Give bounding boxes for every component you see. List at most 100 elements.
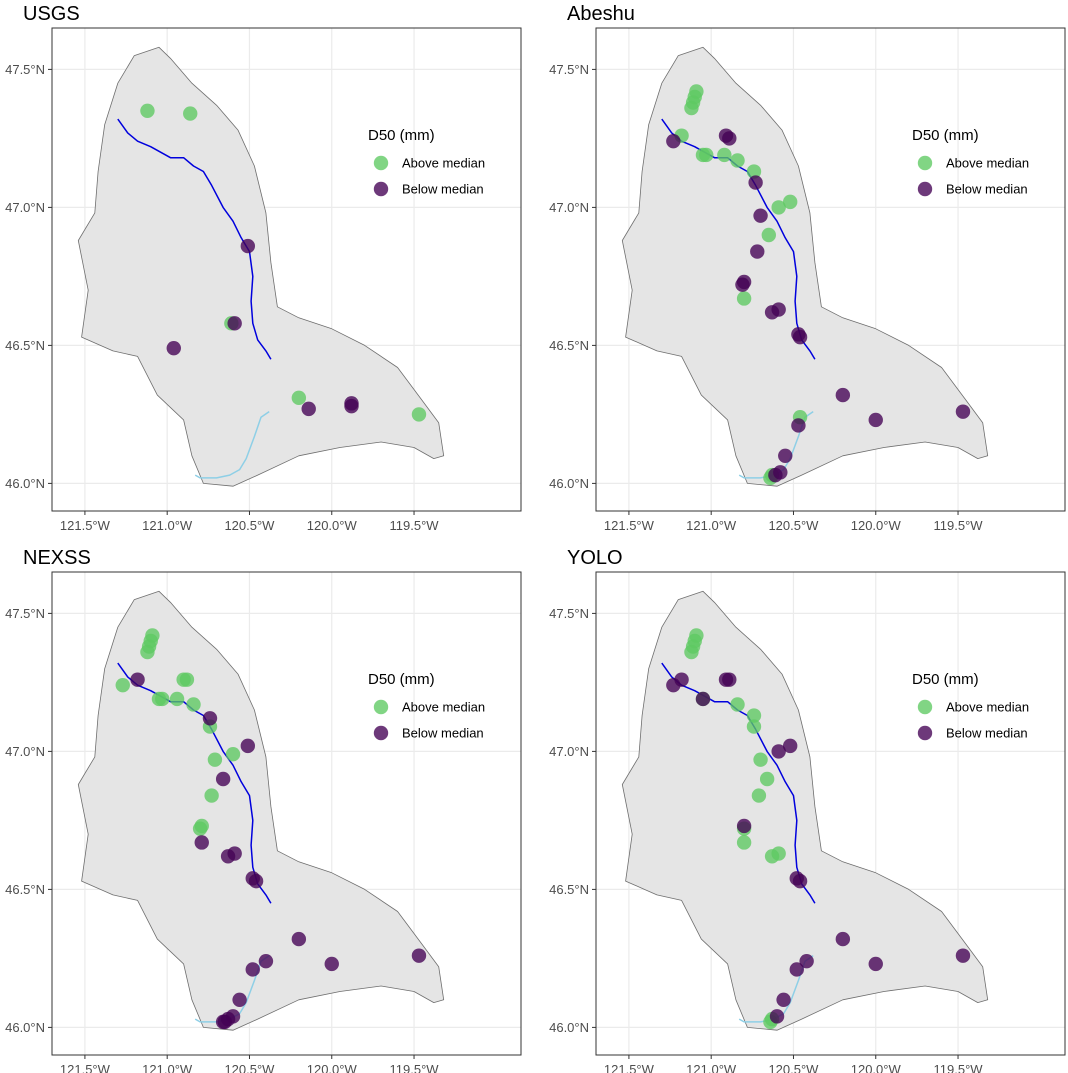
legend-key (917, 725, 933, 741)
x-tick-label: 121.5°W (604, 518, 655, 533)
data-point (771, 744, 786, 759)
legend-title: D50 (mm) (912, 127, 979, 144)
data-point (684, 100, 699, 116)
data-point (179, 672, 195, 687)
y-tick-label: 46.5°N (549, 338, 589, 353)
x-tick-label: 120.5°W (224, 1062, 275, 1073)
y-tick-label: 47.5°N (5, 606, 45, 621)
data-point (240, 738, 256, 754)
data-point (835, 387, 851, 403)
main-river (117, 118, 272, 360)
x-tick-label: 119.5°W (934, 518, 984, 533)
legend: D50 (mm) Above median Below median (368, 671, 485, 741)
data-point (771, 302, 786, 317)
series-above-median (115, 628, 241, 836)
legend-key (373, 181, 389, 197)
data-point (194, 835, 209, 850)
x-tick-label: 121.5°W (604, 1062, 655, 1073)
legend: D50 (mm) Above median Below median (368, 127, 485, 197)
data-point (776, 992, 791, 1007)
data-point (186, 697, 201, 712)
y-tick-label: 47.0°N (5, 200, 45, 215)
legend: D50 (mm) Above median Below median (912, 127, 1029, 197)
y-tick-label: 47.5°N (549, 62, 589, 77)
data-point (782, 738, 798, 754)
x-tick-label: 121.0°W (142, 518, 193, 533)
legend-key (917, 155, 933, 171)
legend-label: Above median (402, 156, 485, 171)
data-point (215, 771, 231, 787)
data-point (868, 956, 883, 972)
legend-title: D50 (mm) (912, 671, 979, 688)
series-below-median (666, 128, 971, 483)
data-point (699, 147, 714, 163)
data-point (411, 407, 427, 422)
x-tick-label: 120.0°W (851, 518, 902, 533)
data-point (258, 953, 274, 969)
data-point (695, 691, 711, 707)
data-point (955, 404, 971, 419)
y-tick-label: 46.0°N (549, 476, 589, 491)
panel-title: Abeshu (567, 3, 635, 25)
x-tick-label: 120.0°W (307, 1062, 358, 1073)
legend-label: Above median (402, 700, 485, 715)
y-tick-label: 47.0°N (5, 744, 45, 759)
panel-yolo: YOLO 121.5°W 121.0°W 120.5°W 120.0°W 119.5°W 4… (549, 547, 1066, 1073)
x-tick-label: 120.0°W (307, 518, 358, 533)
data-point (746, 708, 762, 723)
data-point (684, 644, 699, 660)
data-point (746, 164, 762, 179)
panel-title: NEXSS (23, 547, 91, 569)
data-point (782, 194, 798, 210)
x-tick-label: 120.0°W (851, 1062, 902, 1073)
legend-label: Below median (946, 182, 1028, 197)
data-point (215, 1014, 231, 1030)
data-point (183, 106, 198, 121)
legend-title: D50 (mm) (368, 671, 435, 688)
x-tick-label: 119.5°W (390, 518, 440, 533)
data-point (411, 948, 427, 963)
data-point (240, 238, 256, 254)
data-point (735, 277, 750, 292)
data-point (792, 329, 808, 345)
x-tick-label: 120.5°W (768, 518, 819, 533)
data-point (730, 697, 745, 712)
data-point (789, 962, 804, 977)
x-tick-label: 120.5°W (224, 518, 275, 533)
data-point (245, 962, 260, 977)
tributary-river (194, 410, 270, 479)
panel-title: YOLO (567, 547, 623, 569)
data-point (753, 208, 768, 223)
data-point (344, 398, 359, 414)
data-point (750, 244, 765, 259)
data-point (835, 931, 851, 947)
data-point (291, 931, 307, 947)
data-point (771, 200, 786, 215)
data-point (227, 316, 242, 331)
main-river (661, 662, 816, 904)
data-point (666, 133, 681, 149)
data-point (301, 401, 316, 417)
data-point (225, 746, 241, 762)
series-below-median (666, 672, 971, 1024)
data-point (730, 153, 745, 168)
data-point (115, 677, 130, 693)
legend-key (373, 699, 389, 715)
main-river (661, 118, 816, 360)
legend-key (373, 155, 389, 171)
data-point (722, 131, 737, 146)
legend-label: Below median (402, 726, 484, 741)
x-tick-label: 121.0°W (142, 1062, 193, 1073)
data-point (799, 953, 814, 969)
data-point (674, 672, 689, 687)
y-tick-label: 46.5°N (549, 882, 589, 897)
panel-border (595, 571, 1066, 1056)
legend: D50 (mm) Above median Below median (912, 671, 1029, 741)
data-point (769, 1009, 785, 1024)
panel-title: USGS (23, 3, 80, 25)
data-point (324, 956, 339, 972)
y-tick-label: 46.0°N (5, 476, 45, 491)
y-tick-label: 46.0°N (5, 1020, 45, 1035)
panel-border (51, 571, 522, 1056)
